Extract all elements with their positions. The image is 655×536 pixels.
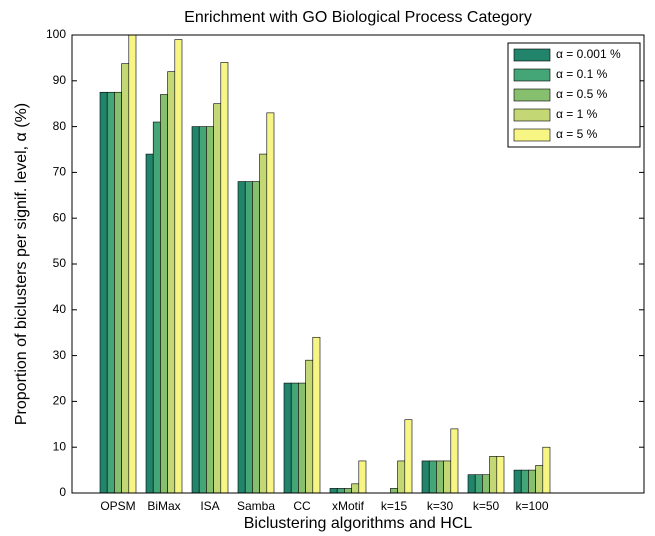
bar <box>99 91 108 494</box>
bar <box>421 460 430 494</box>
bar <box>513 469 522 494</box>
bar <box>450 428 459 494</box>
bar <box>528 469 536 494</box>
bar <box>220 62 229 494</box>
bar <box>482 474 490 494</box>
legend-swatch <box>513 68 551 82</box>
y-tick-label: 20 <box>53 394 67 408</box>
bar <box>298 382 306 494</box>
bar <box>535 465 544 494</box>
bar <box>305 359 314 494</box>
legend-label: α = 0.5 % <box>556 87 608 101</box>
bar <box>358 460 367 494</box>
x-tick-label: BiMax <box>147 499 180 513</box>
bar <box>152 121 161 494</box>
legend-label: α = 0.001 % <box>556 47 621 61</box>
legend-label: α = 1 % <box>556 107 598 121</box>
legend-swatch <box>513 108 551 122</box>
bar <box>237 181 246 494</box>
y-tick-label: 60 <box>53 210 67 224</box>
bar <box>329 488 338 494</box>
y-tick-label: 30 <box>53 348 67 362</box>
x-tick-label: OPSM <box>100 499 135 513</box>
bar <box>198 126 207 494</box>
bar <box>206 126 214 494</box>
bar <box>114 91 122 494</box>
legend-swatch <box>513 88 551 102</box>
bar <box>244 181 253 494</box>
bar <box>489 456 498 494</box>
bar <box>474 474 483 494</box>
bar <box>397 460 406 494</box>
bar <box>351 483 360 494</box>
y-tick-label: 70 <box>53 165 67 179</box>
bar <box>106 91 115 494</box>
y-tick-label: 0 <box>59 485 66 499</box>
x-tick-label: k=15 <box>381 499 408 513</box>
y-tick-label: 10 <box>53 439 67 453</box>
bar <box>191 126 200 494</box>
x-tick-label: Samba <box>237 499 275 513</box>
bar <box>128 34 137 494</box>
bar <box>467 474 476 494</box>
y-tick-label: 90 <box>53 73 67 87</box>
y-tick-label: 40 <box>53 302 67 316</box>
bar <box>390 488 398 494</box>
y-axis-label: Proportion of biclusters per signif. lev… <box>13 103 30 425</box>
x-tick-label: CC <box>293 499 311 513</box>
legend-label: α = 5 % <box>556 127 598 141</box>
bar <box>428 460 437 494</box>
x-axis-label: Biclustering algorithms and HCL <box>244 515 473 532</box>
legend-swatch <box>513 128 551 142</box>
plot-frame <box>71 34 645 494</box>
bar <box>160 94 168 494</box>
bar <box>520 469 529 494</box>
bar <box>436 460 444 494</box>
bar <box>312 336 321 494</box>
bar <box>266 112 275 494</box>
bar <box>174 39 183 494</box>
bar <box>167 71 176 494</box>
bar <box>336 488 345 494</box>
y-tick-label: 50 <box>53 256 67 270</box>
x-tick-label: ISA <box>200 499 219 513</box>
y-tick-label: 80 <box>53 119 67 133</box>
bar <box>259 153 268 494</box>
x-tick-label: xMotif <box>332 499 365 513</box>
bar <box>290 382 299 494</box>
x-tick-label: k=50 <box>473 499 500 513</box>
bar <box>121 63 130 494</box>
bar <box>213 103 222 494</box>
legend-label: α = 0.1 % <box>556 67 608 81</box>
legend-swatch <box>513 48 551 62</box>
bar <box>404 419 413 494</box>
y-tick-label: 100 <box>46 27 66 41</box>
bar <box>145 153 154 494</box>
bar <box>443 460 452 494</box>
x-tick-label: k=100 <box>515 499 548 513</box>
x-tick-label: k=30 <box>427 499 454 513</box>
bar <box>496 456 505 494</box>
chart-title: Enrichment with GO Biological Process Ca… <box>184 9 532 26</box>
bar <box>252 181 260 494</box>
bar <box>344 488 352 494</box>
bar <box>542 446 551 494</box>
bar <box>283 382 292 494</box>
